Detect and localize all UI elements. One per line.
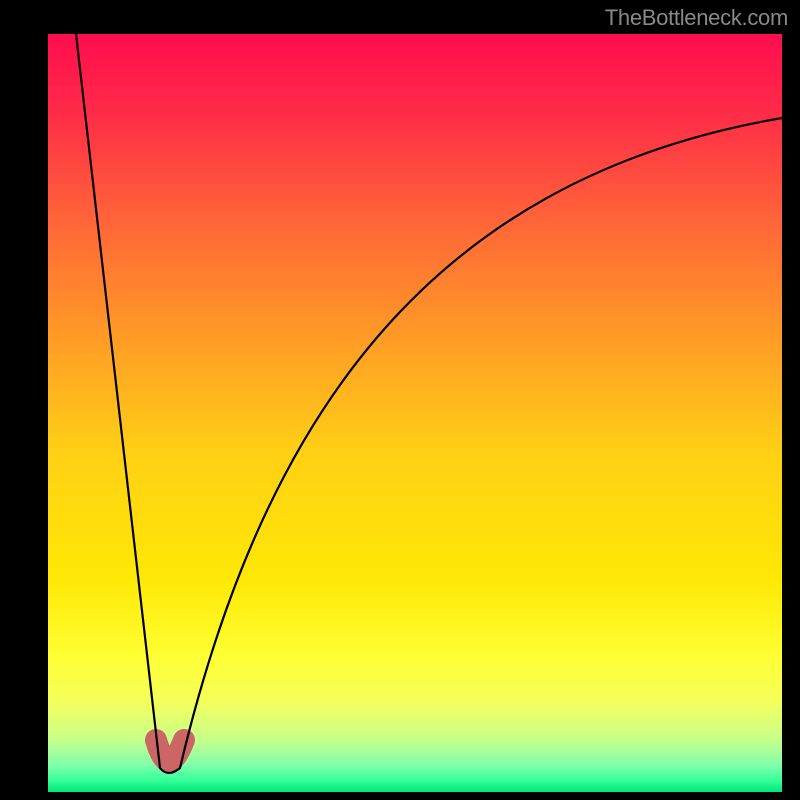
heat-gradient-background bbox=[48, 34, 782, 792]
border-left bbox=[0, 0, 48, 800]
watermark-text: TheBottleneck.com bbox=[605, 5, 788, 31]
chart-container: TheBottleneck.com bbox=[0, 0, 800, 800]
border-right bbox=[782, 0, 800, 800]
border-bottom bbox=[0, 792, 800, 800]
